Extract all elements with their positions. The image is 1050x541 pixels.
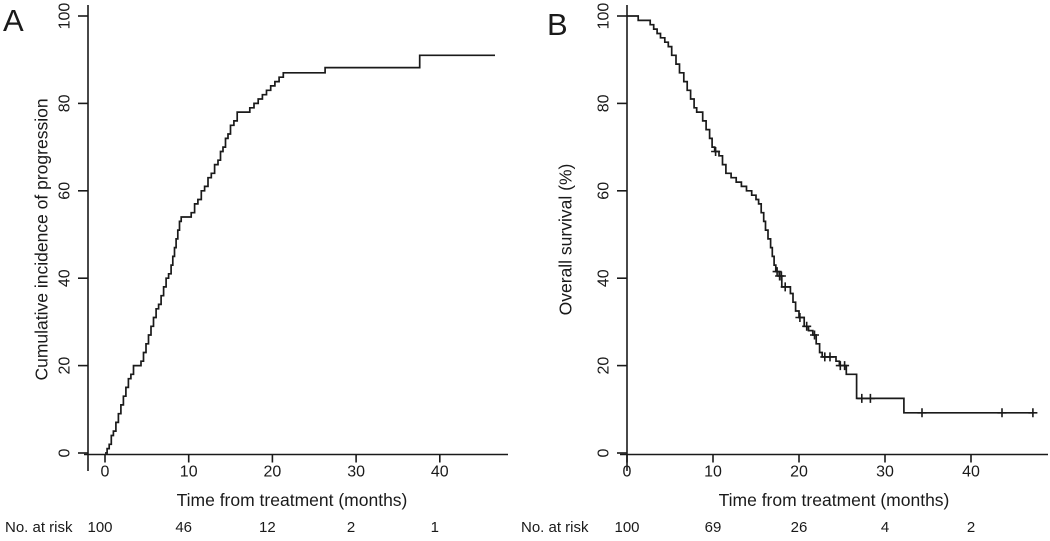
x-tick-label-b-10: 10 [704,464,722,481]
panel-a-x-axis-title: Time from treatment (months) [176,490,408,510]
y-tick-label-b-0: 0 [596,448,613,457]
y-tick-label-a-100: 100 [57,3,74,30]
y-tick-label-b-40: 40 [596,269,613,287]
panel-b-plot: 0 10 20 30 40 0 20 40 60 80 100 [596,3,1048,481]
censor-mark-b-4 [780,282,790,292]
risk-count-a-20: 12 [259,519,276,536]
y-tick-label-a-0: 0 [57,448,74,457]
x-tick-label-b-30: 30 [876,464,894,481]
x-tick-label-b-40: 40 [962,464,980,481]
panel-b-x-axis-title: Time from treatment (months) [718,490,950,510]
risk-count-b-30: 4 [880,519,890,536]
x-tick-label-a-30: 30 [347,464,365,481]
y-tick-label-b-80: 80 [596,94,613,112]
y-tick-label-a-80: 80 [57,94,74,112]
risk-count-a-40: 1 [430,519,439,536]
risk-count-b-20: 26 [790,519,808,536]
y-tick-label-b-60: 60 [596,182,613,200]
censor-mark-b-9 [825,352,835,362]
y-tick-label-a-20: 20 [57,357,74,375]
x-tick-label-a-40: 40 [431,464,449,481]
x-tick-label-a-0: 0 [101,464,110,481]
y-tick-label-b-100: 100 [596,3,613,30]
risk-count-a-30: 2 [346,519,356,536]
censor-mark-b-6 [802,321,812,331]
risk-count-a-0: 100 [87,519,113,536]
censor-mark-b-14 [917,408,927,418]
censor-mark-b-3 [776,271,786,281]
panel-b-letter: B [547,7,568,42]
panel-a-risk-table-label: No. at risk [5,519,73,536]
x-tick-label-a-20: 20 [264,464,282,481]
censor-mark-b-16 [1028,408,1038,418]
censor-mark-b-15 [997,408,1007,418]
censor-mark-b-12 [857,393,867,403]
panel-a-plot: 0 10 20 30 40 0 20 40 60 80 100 [57,3,508,481]
censor-mark-b-13 [865,393,875,403]
panel-a-letter: A [3,3,24,38]
y-tick-label-a-60: 60 [57,182,74,200]
risk-count-b-0: 100 [614,519,640,536]
x-tick-label-a-10: 10 [180,464,198,481]
censor-mark-b-7 [810,330,819,340]
risk-count-b-40: 2 [966,519,976,536]
y-tick-label-a-40: 40 [57,269,74,287]
censor-mark-b-11 [840,361,850,371]
risk-count-a-10: 46 [175,519,193,536]
survival-curve-a [105,54,495,454]
x-tick-label-b-0: 0 [623,464,632,481]
y-tick-label-b-20: 20 [596,357,613,375]
censor-mark-b-5 [795,313,805,322]
panel-b-risk-table-label: No. at risk [521,519,589,536]
censor-mark-b-0 [711,147,721,156]
survival-curve-b [627,15,1034,414]
x-tick-label-b-20: 20 [790,464,808,481]
risk-count-b-10: 69 [704,519,722,536]
